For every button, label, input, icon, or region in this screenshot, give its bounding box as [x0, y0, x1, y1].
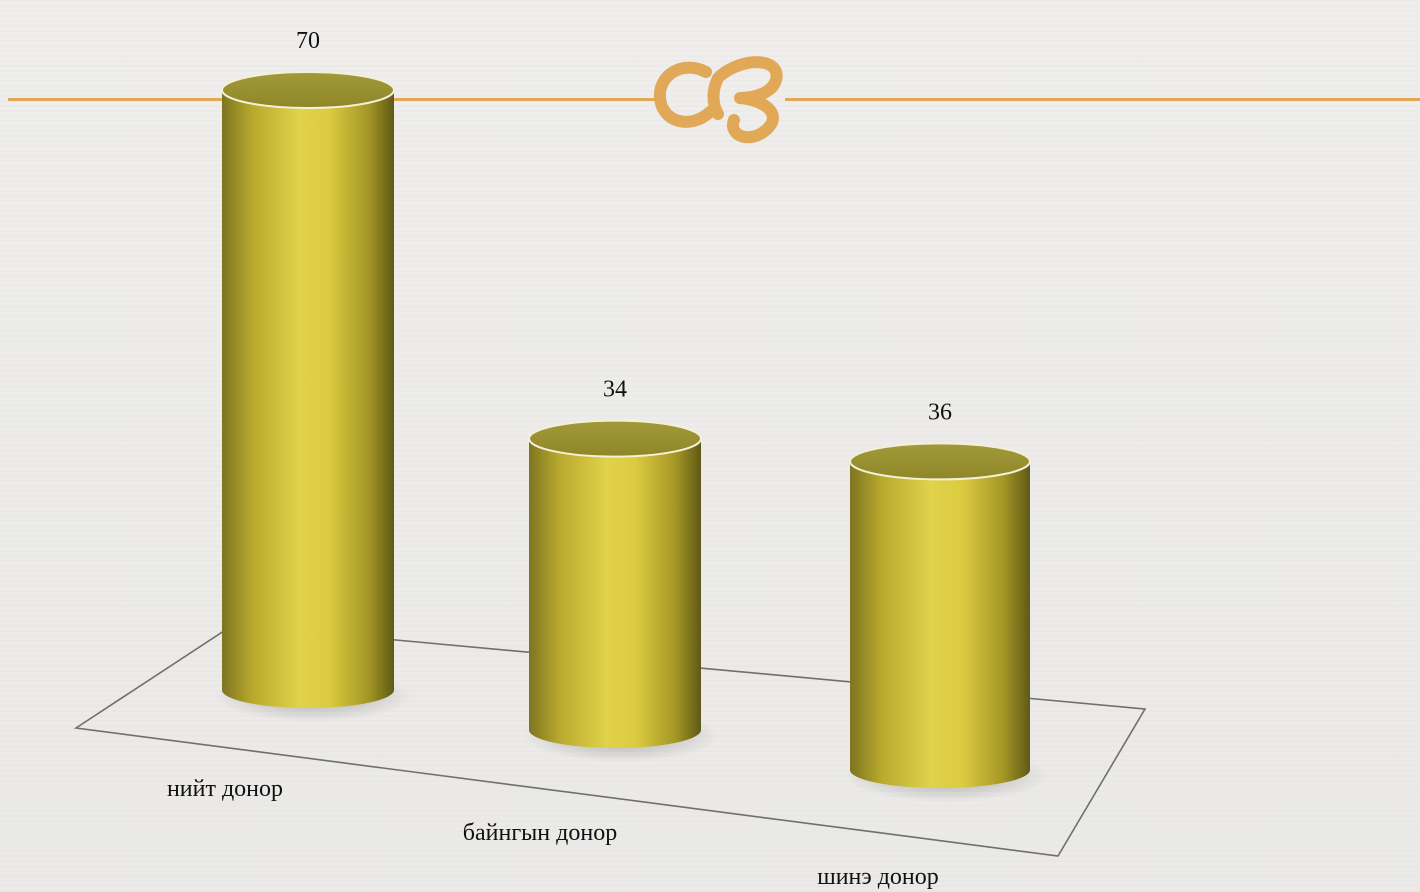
- chart-floor-plane: [73, 624, 1147, 857]
- ornament-line-right: [785, 98, 1420, 101]
- bar-top-cap: [221, 71, 395, 109]
- data-label-1: 70: [296, 28, 320, 54]
- bar-body: [850, 461, 1030, 788]
- bar-body: [222, 90, 394, 708]
- flourish-ornament-icon: [653, 56, 783, 144]
- category-label-2: байнгын донор: [463, 820, 617, 846]
- bar-2: [523, 419, 719, 762]
- data-label-3: 36: [928, 399, 952, 425]
- bar-top-cap: [528, 419, 702, 458]
- category-label-3: шинэ донор: [817, 864, 939, 890]
- bar-3: [844, 442, 1048, 802]
- data-label-2: 34: [603, 377, 627, 403]
- bar-body: [529, 438, 701, 748]
- category-label-1: нийт донор: [167, 776, 283, 802]
- bar-top-cap: [849, 442, 1031, 481]
- bar-1: [216, 71, 412, 722]
